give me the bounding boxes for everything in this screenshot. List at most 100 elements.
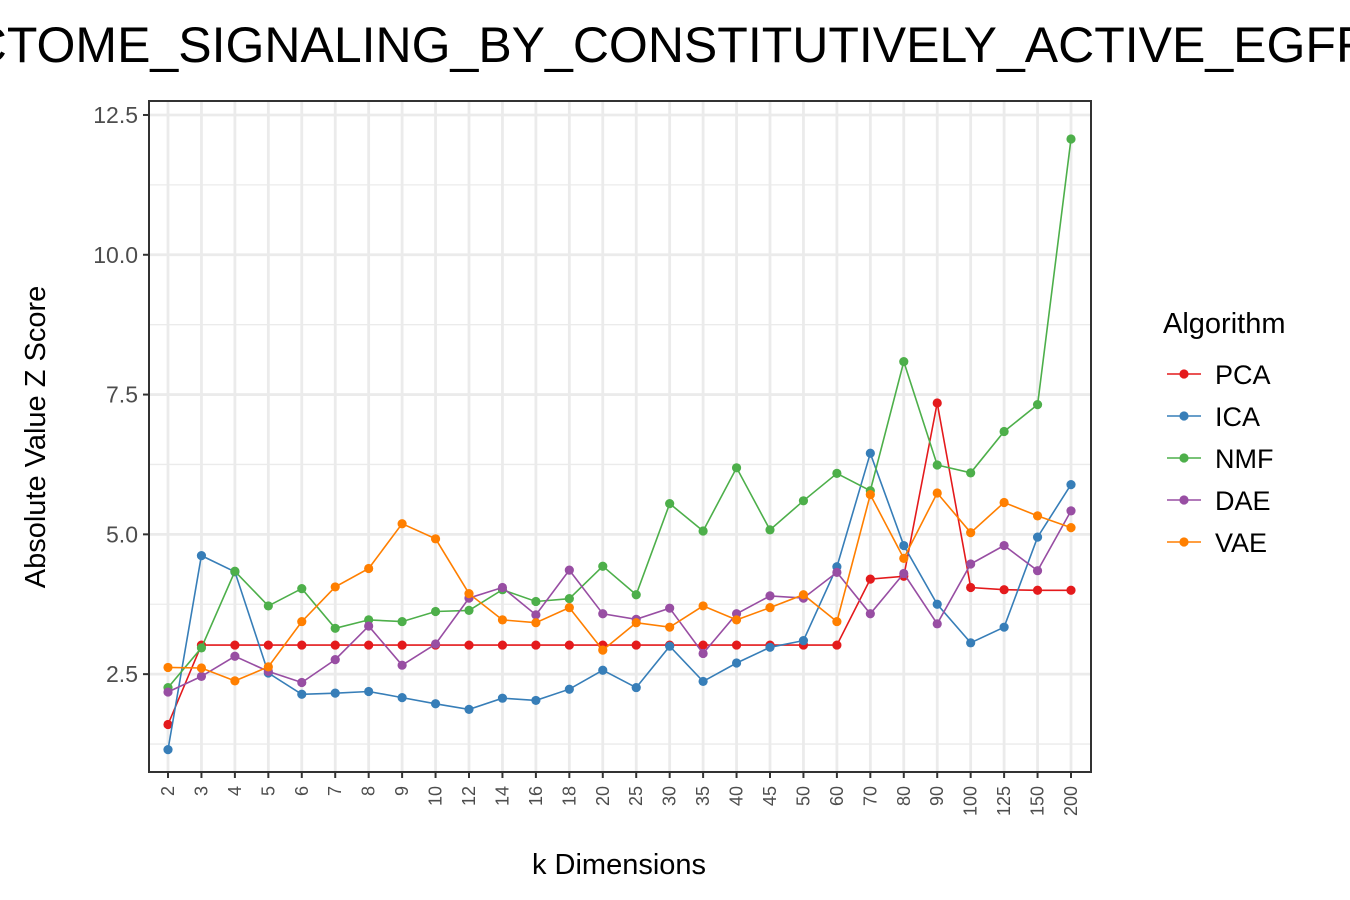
data-point — [263, 640, 273, 650]
data-point — [464, 704, 474, 714]
x-tick-label: 45 — [760, 786, 780, 806]
data-point — [598, 561, 608, 571]
legend-label: VAE — [1215, 528, 1267, 558]
x-tick-label: 20 — [593, 786, 613, 806]
data-point — [1066, 134, 1076, 144]
legend-key-point — [1179, 369, 1189, 379]
data-point — [765, 642, 775, 652]
data-point — [531, 695, 541, 706]
data-point — [1066, 523, 1076, 533]
data-point — [430, 639, 441, 649]
data-point — [966, 559, 976, 569]
data-point — [531, 596, 541, 607]
x-tick-label: 200 — [1061, 786, 1081, 816]
data-point — [832, 567, 842, 577]
data-point — [497, 640, 508, 650]
series-line — [167, 138, 1072, 689]
series-line — [167, 510, 1072, 693]
x-tick-label: 12 — [459, 786, 479, 806]
x-tick-label: 30 — [660, 786, 680, 806]
x-tick-label: 125 — [994, 786, 1014, 816]
data-point — [330, 640, 340, 650]
x-tick-label: 25 — [626, 786, 646, 806]
data-point — [665, 499, 675, 509]
data-point — [1032, 400, 1043, 410]
data-point — [430, 606, 441, 617]
data-point — [999, 497, 1009, 508]
x-tick-label: 7 — [325, 786, 345, 796]
data-point — [999, 426, 1009, 437]
data-point — [230, 651, 240, 661]
legend-item-nmf: NMF — [1167, 444, 1273, 474]
data-point — [966, 528, 976, 538]
data-point — [798, 496, 809, 506]
series-nmf — [163, 134, 1076, 693]
data-point — [464, 605, 474, 616]
legend-key-point — [1179, 411, 1189, 421]
data-point — [999, 585, 1009, 595]
data-point — [397, 660, 407, 670]
x-tick-label: 14 — [492, 786, 512, 806]
data-point — [765, 603, 775, 613]
data-point — [1032, 566, 1043, 576]
data-point — [731, 615, 742, 625]
data-point — [765, 525, 775, 535]
data-point — [598, 665, 608, 675]
data-point — [464, 640, 474, 650]
y-tick-label: 10.0 — [93, 242, 138, 268]
y-tick-label: 12.5 — [93, 102, 138, 128]
data-point — [865, 609, 875, 619]
x-tick-label: 100 — [961, 786, 981, 816]
y-tick-label: 7.5 — [106, 382, 138, 408]
y-tick-label: 5.0 — [106, 521, 138, 547]
x-tick-label: 90 — [927, 786, 947, 806]
data-point — [698, 601, 708, 611]
data-point — [631, 640, 641, 650]
legend-key-point — [1179, 453, 1189, 463]
y-tick-label: 2.5 — [106, 661, 138, 687]
data-point — [464, 589, 474, 599]
data-point — [631, 618, 641, 628]
x-tick-label: 70 — [860, 786, 880, 806]
data-point — [564, 640, 574, 650]
data-point — [798, 590, 809, 600]
data-point — [698, 640, 708, 650]
x-tick-label: 16 — [526, 786, 546, 806]
data-point — [196, 551, 207, 561]
series-line — [167, 402, 1071, 725]
data-point — [564, 603, 574, 613]
data-point — [999, 622, 1009, 632]
data-point — [297, 677, 307, 688]
chart-title: REACTOME_SIGNALING_BY_CONSTITUTIVELY_ACT… — [0, 17, 1350, 73]
data-point — [163, 687, 173, 697]
data-point — [263, 601, 273, 611]
x-tick-label: 9 — [392, 786, 412, 796]
data-point — [364, 563, 374, 574]
data-point — [832, 616, 842, 627]
data-point — [665, 603, 675, 613]
data-point — [397, 693, 407, 703]
data-point — [798, 635, 809, 646]
data-point — [330, 582, 340, 592]
x-axis: 2 3 4 5 6 7 8 9 10 12 14 16 18 20 25 30 35 40 45 50 60 70 80 90… — [158, 772, 1081, 816]
data-point — [330, 688, 340, 698]
x-tick-label: 3 — [191, 786, 211, 796]
data-point — [497, 693, 508, 703]
data-point — [731, 658, 742, 668]
gridlines — [149, 101, 1091, 772]
x-tick-label: 4 — [225, 786, 245, 796]
legend-item-ica: ICA — [1167, 402, 1260, 432]
data-point — [330, 655, 340, 665]
data-point — [1066, 506, 1076, 516]
x-tick-label: 40 — [727, 786, 747, 806]
data-point — [899, 568, 909, 579]
data-point — [163, 719, 173, 730]
x-tick-label: 8 — [359, 786, 379, 796]
data-point — [196, 643, 207, 653]
series-ica — [163, 448, 1076, 755]
data-point — [865, 490, 875, 500]
x-tick-label: 5 — [258, 786, 278, 796]
data-point — [631, 682, 641, 693]
data-point — [297, 689, 307, 699]
x-tick-label: 150 — [1028, 786, 1048, 816]
